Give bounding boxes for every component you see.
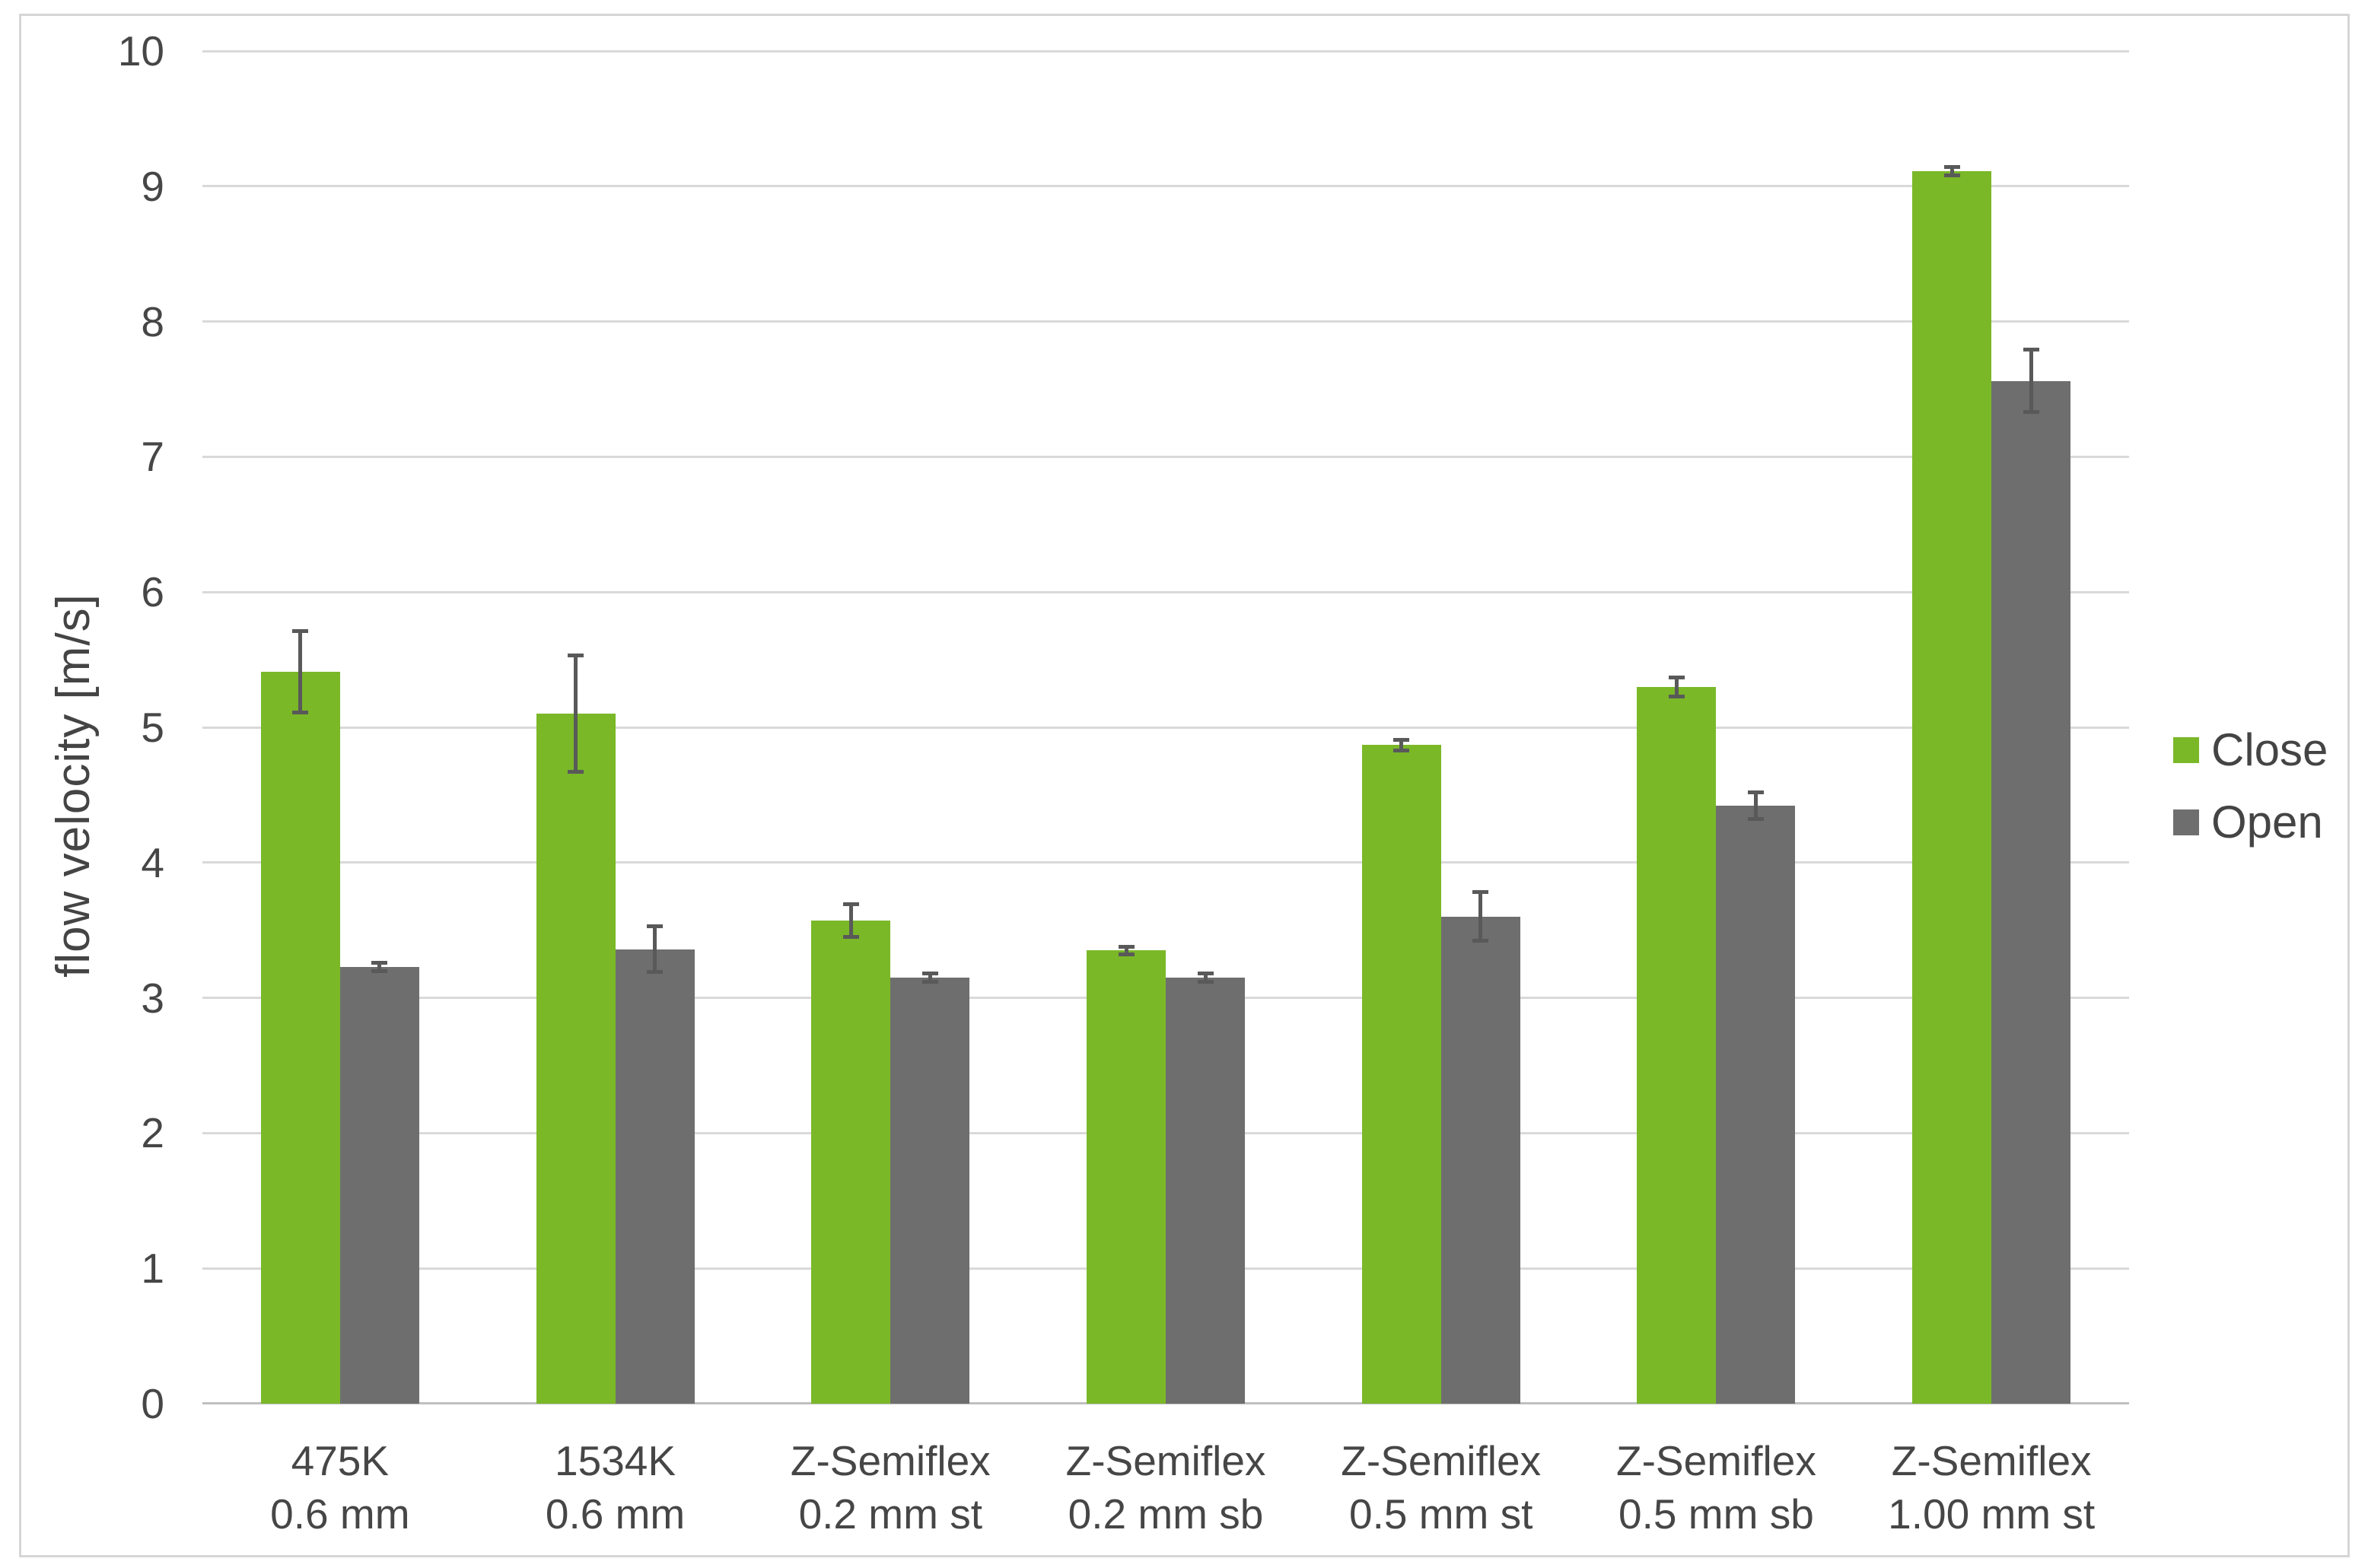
legend: Close Open [2173,724,2328,848]
y-axis-title-text: flow velocity [m/s] [46,593,100,978]
y-tick-label: 2 [141,1109,164,1157]
error-bar-cap [1943,165,1960,170]
bar-close [1637,686,1717,1404]
x-axis-label: Z-Semiflex 0.5 mm st [1341,1437,1542,1538]
error-bar-stem [574,655,578,772]
plot-area: 0 1 2 3 4 5 6 7 8 9 10 475K 0.6 mm 1534K 0.6 mm Z-Sem… [118,27,2129,1538]
error-bar-stem [1203,973,1208,982]
bar-close [1912,171,1992,1404]
gridline [202,49,2129,52]
bar-close [536,714,616,1404]
error-bar-cap [2023,410,2039,415]
error-bar-cap [568,654,584,658]
gridline [202,861,2129,864]
error-bar-cap [292,710,309,714]
bar-open [1166,977,1245,1404]
error-bar-cap [1943,173,1960,178]
error-bar-stem [848,904,853,937]
y-tick-label: 1 [141,1245,164,1293]
error-bar-cap [842,902,859,907]
x-axis-label: Z-Semiflex 0.2 mm st [790,1437,991,1538]
y-tick-label: 0 [141,1380,164,1427]
bar-open [339,966,419,1404]
gridline [202,320,2129,323]
error-bar-cap [1472,939,1489,943]
bar-close [1087,950,1166,1404]
y-axis-title: flow velocity [m/s] [27,16,119,1555]
bar-open [1991,380,2071,1404]
error-bar-stem [653,926,657,972]
legend-swatch-open [2173,809,2199,835]
legend-item-open: Open [2173,796,2328,848]
error-bar-stem [1124,946,1128,955]
error-bar-cap [371,960,388,965]
y-tick-label: 10 [117,27,164,75]
legend-label: Close [2211,724,2328,775]
y-tick-label: 3 [141,974,164,1022]
bar-close [260,672,340,1404]
y-tick-label: 6 [141,568,164,616]
error-bar-cap [1668,694,1685,698]
y-tick-label: 8 [141,297,164,345]
y-tick-label: 7 [141,433,164,481]
gridline [202,185,2129,188]
error-bar-stem [1753,792,1758,819]
legend-label: Open [2211,797,2323,848]
error-bar-cap [1393,748,1410,752]
error-bar-cap [647,970,664,975]
x-axis-label: Z-Semiflex 0.2 mm sb [1065,1437,1266,1538]
gridline [202,726,2129,729]
chart-frame: flow velocity [m/s] 0 1 2 3 4 5 6 7 8 9 10 475K 0.6… [19,14,2350,1557]
x-axis-label: 475K 0.6 mm [270,1437,410,1538]
x-axis-label: 1534K 0.6 mm [545,1437,686,1538]
x-axis-label: Z-Semiflex 0.5 mm sb [1616,1437,1816,1538]
error-bar-cap [292,629,309,634]
bar-open [1440,916,1520,1404]
error-bar-cap [568,770,584,774]
error-bar-stem [1478,892,1483,941]
error-bar-cap [2023,348,2039,352]
bar-close [1361,745,1441,1404]
error-bar-stem [1674,677,1679,697]
x-axis-label: Z-Semiflex 1.00 mm st [1888,1437,2096,1538]
y-tick-label: 5 [141,704,164,751]
error-bar-cap [1118,944,1135,949]
error-bar-cap [371,968,388,973]
error-bar-stem [377,962,382,972]
y-tick-label: 4 [141,838,164,886]
legend-item-close: Close [2173,724,2328,776]
error-bar-cap [921,972,938,976]
error-bar-cap [1118,953,1135,957]
error-bar-stem [1399,739,1404,751]
gridline [202,455,2129,458]
error-bar-cap [1747,790,1764,794]
bar-open [890,977,970,1404]
error-bar-cap [647,924,664,928]
gridline [202,590,2129,593]
error-bar-stem [2029,349,2033,412]
error-bar-cap [1668,675,1685,679]
bar-open [615,949,695,1404]
bar-open [1716,806,1796,1404]
bar-close [811,921,891,1404]
error-bar-cap [1197,972,1214,976]
error-bar-stem [298,631,303,713]
error-bar-cap [1197,979,1214,984]
error-bar-cap [1747,817,1764,822]
legend-swatch-close [2173,736,2199,763]
error-bar-stem [1949,167,1954,176]
error-bar-stem [928,973,932,982]
error-bar-cap [842,935,859,940]
y-tick-label: 9 [141,162,164,210]
error-bar-cap [1472,890,1489,895]
error-bar-cap [921,979,938,984]
error-bar-cap [1393,737,1410,742]
